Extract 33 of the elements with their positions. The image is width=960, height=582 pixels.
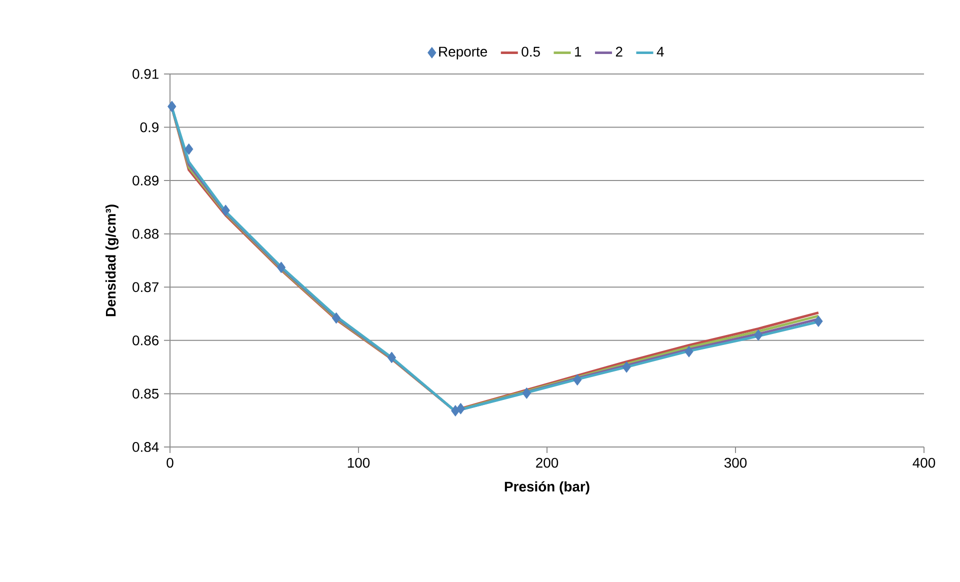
y-tick-label: 0.84 <box>132 442 159 452</box>
point <box>572 374 582 386</box>
point <box>332 312 341 324</box>
y-tick-label: 0.86 <box>132 335 159 346</box>
legend-label: Reporte <box>439 46 488 60</box>
point <box>387 352 396 364</box>
point <box>522 387 532 399</box>
y-axis-title: Densidad (g/cm³) <box>105 204 119 316</box>
y-tick-label: 0.87 <box>132 282 158 292</box>
point <box>684 346 694 358</box>
legend-label: 4 <box>656 46 664 56</box>
x-tick-label: 200 <box>536 458 558 468</box>
point <box>168 100 176 112</box>
point <box>456 402 466 414</box>
x-axis-title: Presión (bar) <box>504 481 590 494</box>
point <box>276 262 286 274</box>
point <box>814 315 823 327</box>
point <box>622 361 631 373</box>
point <box>184 143 194 155</box>
legend-label: 2 <box>616 46 622 57</box>
point <box>754 329 763 341</box>
x-tick-label: 0 <box>166 458 174 468</box>
y-tick-label: 0.91 <box>132 69 158 79</box>
x-tick-label: 100 <box>348 458 370 468</box>
point <box>221 204 230 216</box>
legend-label: 0.5 <box>522 46 540 57</box>
x-tick-label: 400 <box>912 458 936 468</box>
y-tick-label: 0.9 <box>140 122 158 132</box>
legend-label: 1 <box>575 46 582 56</box>
x-tick-label: 300 <box>724 458 747 468</box>
y-tick-label: 0.89 <box>132 176 158 186</box>
y-tick-label: 0.88 <box>132 228 159 239</box>
y-tick-label: 0.85 <box>132 388 159 399</box>
